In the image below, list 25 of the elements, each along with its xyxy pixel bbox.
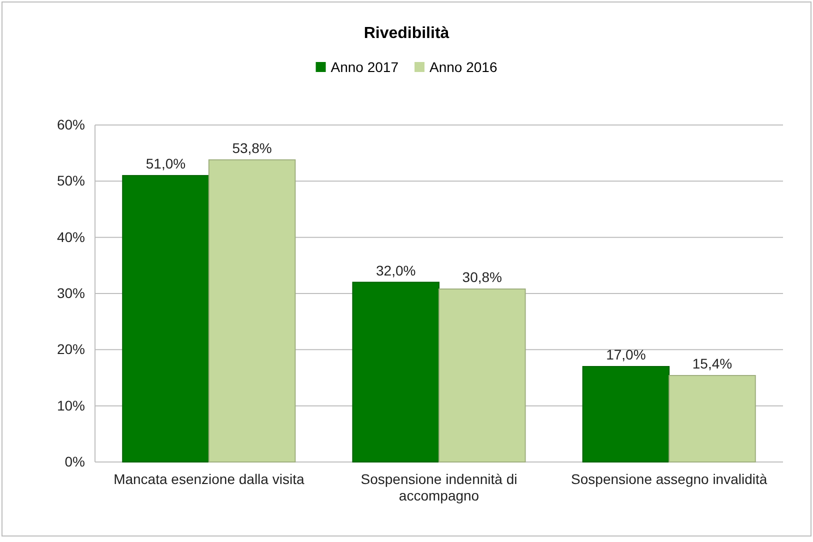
- bar: [122, 175, 210, 462]
- y-tick-label: 30%: [56, 284, 85, 301]
- data-label: 53,8%: [232, 140, 272, 156]
- data-label: 51,0%: [146, 156, 186, 172]
- chart-title: Rivedibilità: [364, 25, 450, 42]
- y-tick-label: 50%: [56, 172, 85, 189]
- bar: [668, 375, 756, 462]
- data-label: 32,0%: [376, 262, 416, 278]
- data-label: 17,0%: [606, 346, 646, 363]
- bar: [352, 282, 440, 462]
- data-label: 15,4%: [692, 356, 732, 372]
- y-tick-label: 0%: [64, 453, 85, 470]
- x-tick-label: Sospensione indennità di accompagno: [360, 470, 518, 504]
- bar: [438, 288, 526, 462]
- x-tick-label: Mancata esenzione dalla visita: [114, 470, 304, 487]
- legend-label: Anno 2017: [330, 59, 399, 75]
- bar: [208, 159, 296, 462]
- y-tick-label: 60%: [56, 116, 85, 132]
- x-tick-label: Sospensione assegno invalidità: [571, 470, 768, 487]
- y-tick-label: 10%: [56, 397, 85, 414]
- data-label: 30,8%: [462, 269, 502, 286]
- legend-label: Anno 2016: [430, 59, 498, 75]
- bar: [582, 366, 670, 462]
- y-tick-label: 20%: [56, 341, 85, 358]
- y-tick-label: 40%: [56, 228, 85, 245]
